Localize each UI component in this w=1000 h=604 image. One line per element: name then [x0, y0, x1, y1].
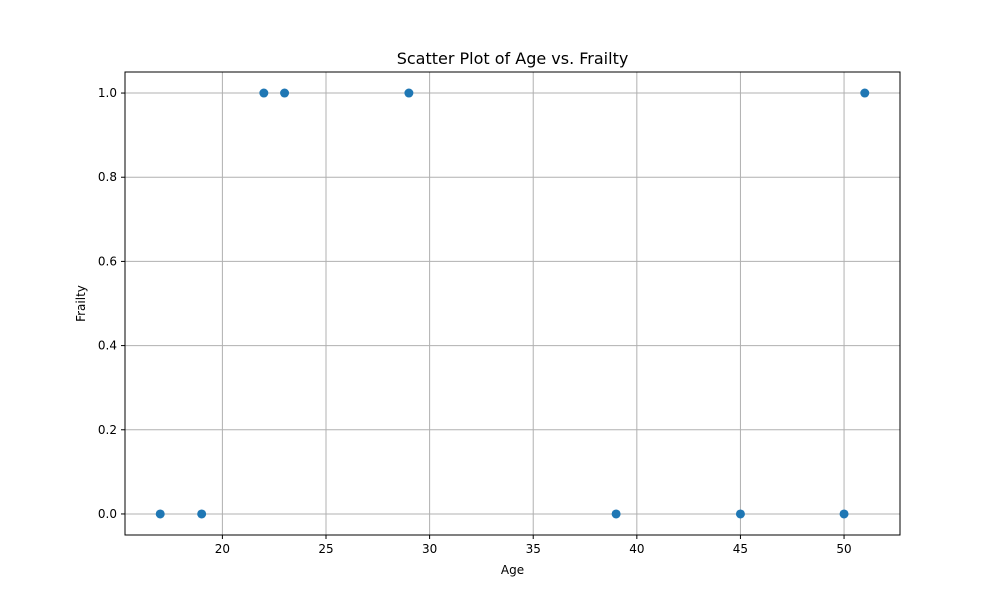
- plot-frame: [124, 71, 901, 536]
- x-tick-label: 20: [215, 542, 230, 556]
- x-tick-label: 45: [733, 542, 748, 556]
- y-tick-label: 0.8: [98, 170, 117, 184]
- scatter-point: [259, 88, 269, 98]
- scatter-point: [155, 509, 165, 519]
- points-layer: [155, 88, 870, 519]
- scatter-point: [860, 88, 870, 98]
- x-axis-label: Age: [501, 563, 524, 577]
- x-tick-label: 50: [836, 542, 851, 556]
- y-tick-label: 0.0: [98, 507, 117, 521]
- scatter-point: [839, 509, 849, 519]
- scatter-point: [197, 509, 207, 519]
- scatter-point: [280, 88, 290, 98]
- x-tick-label: 25: [318, 542, 333, 556]
- y-axis-label: Frailty: [74, 285, 88, 322]
- scatter-point: [735, 509, 745, 519]
- x-tick-label: 40: [629, 542, 644, 556]
- y-tick-label: 1.0: [98, 86, 117, 100]
- y-tick-label: 0.2: [98, 423, 117, 437]
- chart-title: Scatter Plot of Age vs. Frailty: [397, 49, 629, 68]
- scatter-point: [611, 509, 621, 519]
- ticks-layer: 20 25 30 35 40 45 50 0.0 0.2 0.4 0.6 0.8 1.0: [98, 86, 852, 556]
- y-tick-label: 0.4: [98, 339, 117, 353]
- scatter-point: [404, 88, 414, 98]
- x-tick-label: 30: [422, 542, 437, 556]
- x-tick-label: 35: [526, 542, 541, 556]
- grid-layer: [125, 72, 900, 535]
- y-tick-label: 0.6: [98, 254, 117, 268]
